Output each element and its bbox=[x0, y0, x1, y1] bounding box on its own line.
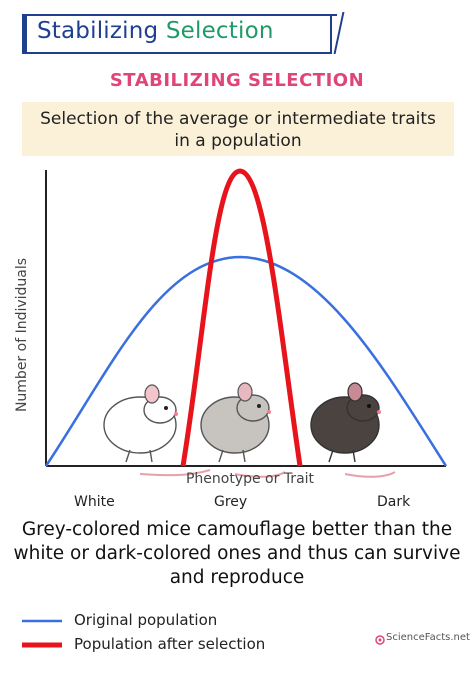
logo: ScienceFacts.net bbox=[372, 632, 470, 643]
logo-text: ScienceFacts.net bbox=[386, 632, 470, 643]
definition-box: Selection of the average or intermediate… bbox=[22, 102, 454, 156]
category-grey: Grey bbox=[214, 494, 248, 510]
x-axis-label: Phenotype or Trait bbox=[185, 471, 315, 487]
legend-label-original: Original population bbox=[74, 611, 218, 629]
white-mouse-icon bbox=[103, 384, 211, 477]
legend-label-selected: Population after selection bbox=[74, 635, 266, 653]
selected-population-curve bbox=[180, 168, 303, 467]
title-banner: Stabilizing Selection bbox=[22, 14, 337, 54]
dark-mouse-icon bbox=[310, 382, 396, 478]
caption: Grey-colored mice camouflage better than… bbox=[13, 519, 461, 588]
sciencefacts-logo-icon bbox=[375, 635, 385, 645]
y-axis-label: Number of Individuals bbox=[14, 257, 30, 413]
category-dark: Dark bbox=[377, 494, 411, 510]
subtitle: STABILIZING SELECTION bbox=[109, 70, 365, 91]
grey-mouse-icon bbox=[200, 382, 286, 478]
title-word-2: Selection bbox=[165, 18, 274, 44]
title-word-1: Stabilizing bbox=[37, 18, 159, 44]
category-white: White bbox=[74, 494, 115, 510]
original-population-curve bbox=[44, 255, 448, 467]
page-title: Stabilizing Selection bbox=[37, 18, 274, 44]
